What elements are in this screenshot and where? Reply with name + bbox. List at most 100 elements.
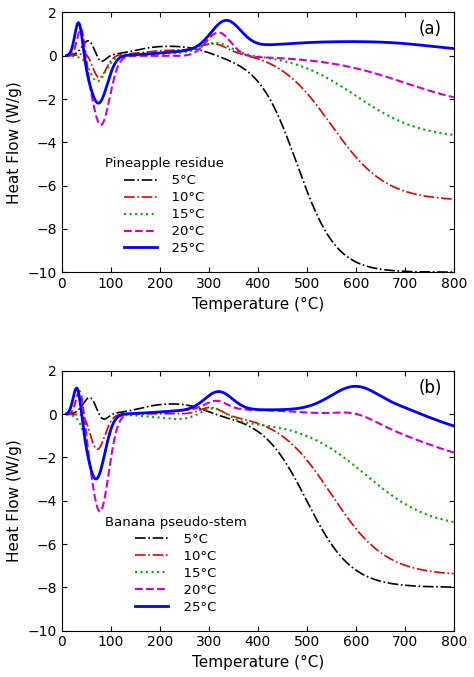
  15°C [221,408,227,416]
  15°C [235,416,240,424]
  25°C [93,475,99,483]
  5°C [64,51,69,60]
  25°C [64,51,69,60]
  10°C [451,569,457,577]
  25°C [366,386,372,394]
  15°C [451,131,457,139]
Line:   5°C: 5°C [66,41,454,272]
  25°C [374,389,379,397]
  20°C [374,418,379,426]
Line:   15°C: 15°C [66,43,454,135]
  15°C [235,47,240,55]
  10°C [366,539,372,547]
  20°C [330,60,336,68]
  15°C [212,39,218,47]
  5°C [366,573,372,582]
  15°C [366,100,372,108]
  5°C [451,268,457,276]
  15°C [103,66,109,74]
  10°C [64,410,69,418]
  25°C [104,442,109,450]
Y-axis label: Heat Flow (W/g): Heat Flow (W/g) [7,439,22,562]
  25°C [223,16,229,24]
  15°C [103,444,109,452]
Line:   20°C: 20°C [66,28,454,125]
  10°C [221,408,227,416]
  15°C [210,404,216,412]
  15°C [373,105,379,113]
  10°C [330,123,336,131]
  5°C [373,576,379,584]
  10°C [451,195,457,203]
  10°C [207,403,213,412]
  20°C [330,409,336,417]
  25°C [330,38,336,46]
  10°C [330,493,336,501]
  10°C [235,49,240,57]
  5°C [87,393,92,401]
  5°C [221,54,227,62]
Line:   10°C: 10°C [66,43,454,199]
  10°C [64,51,69,60]
  5°C [221,413,227,421]
  5°C [451,583,457,591]
Line:   5°C: 5°C [66,397,454,587]
  20°C [221,30,227,39]
Line:   20°C: 20°C [66,391,454,512]
  20°C [104,107,109,115]
Text: (a): (a) [419,20,442,38]
  5°C [373,264,379,272]
  10°C [103,65,109,73]
  10°C [221,43,227,51]
  20°C [64,51,69,60]
  20°C [235,404,241,412]
  20°C [235,46,241,54]
Text: (b): (b) [419,378,442,397]
  20°C [97,508,103,516]
  5°C [330,238,336,246]
  15°C [330,77,336,85]
  20°C [366,68,372,76]
Line:   25°C: 25°C [66,387,454,479]
  5°C [104,414,109,422]
  25°C [221,389,227,397]
  5°C [235,417,240,425]
  15°C [330,445,336,454]
  5°C [85,37,91,45]
  5°C [235,61,240,69]
  20°C [451,93,457,102]
  15°C [64,51,69,60]
  15°C [366,473,372,481]
  15°C [373,479,379,487]
  25°C [104,83,109,91]
  15°C [64,410,69,418]
Line:   25°C: 25°C [66,20,454,103]
  5°C [330,542,336,550]
  20°C [366,414,372,422]
  5°C [104,54,109,62]
  25°C [235,24,241,32]
  10°C [373,545,379,553]
Legend:   5°C,   10°C,   15°C,   20°C,   25°C: 5°C, 10°C, 15°C, 20°C, 25°C [100,152,229,261]
  25°C [235,399,240,407]
  20°C [374,70,379,78]
  20°C [221,399,227,407]
  20°C [104,481,109,489]
  25°C [95,99,101,107]
X-axis label: Temperature (°C): Temperature (°C) [191,655,324,670]
  25°C [366,38,372,46]
  25°C [330,391,336,399]
  15°C [451,518,457,526]
  10°C [235,414,240,422]
  20°C [78,24,83,32]
  20°C [98,121,104,129]
X-axis label: Temperature (°C): Temperature (°C) [191,297,324,311]
  10°C [103,428,109,436]
  10°C [366,167,372,175]
  25°C [451,45,457,53]
  25°C [221,17,227,25]
Line:   15°C: 15°C [66,408,454,522]
  5°C [366,263,372,271]
  25°C [374,38,379,46]
  25°C [451,422,457,430]
